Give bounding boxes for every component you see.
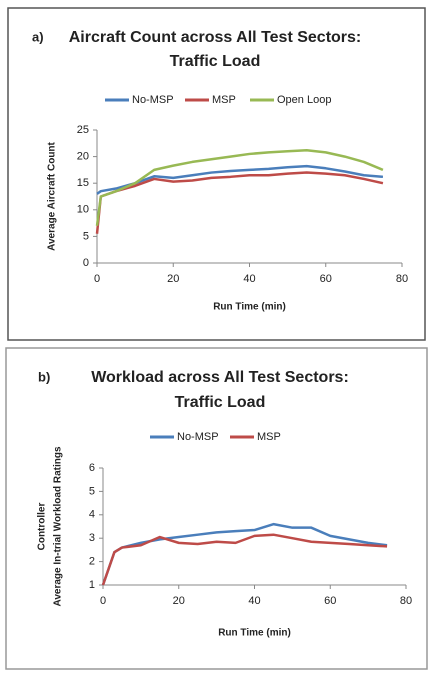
chart-title: Traffic Load <box>170 53 261 70</box>
x-tick-label: 0 <box>94 273 100 285</box>
y-axis-label: Average Aircraft Count <box>47 141 58 250</box>
line-series <box>101 522 388 586</box>
y-tick-label: 1 <box>89 579 95 591</box>
y-tick-label: 5 <box>89 485 95 497</box>
legend-label: MSP <box>257 431 281 443</box>
chart-title: Traffic Load <box>175 394 266 411</box>
legend-label: No-MSP <box>132 94 174 106</box>
y-tick-label: 10 <box>77 204 89 216</box>
panel-frame <box>5 347 428 670</box>
y-tick-label: 20 <box>77 151 89 163</box>
legend-label: Open Loop <box>277 94 331 106</box>
y-axis-label: Controller <box>37 503 48 551</box>
line-series <box>101 533 388 586</box>
x-tick-label: 40 <box>248 595 260 607</box>
x-tick-label: 60 <box>324 595 336 607</box>
x-axis-label: Run Time (min) <box>213 302 286 313</box>
y-axis-label: Average In-trial Workload Ratings <box>53 446 64 606</box>
line-series <box>95 171 384 234</box>
y-tick-label: 0 <box>83 257 89 269</box>
x-tick-label: 80 <box>396 273 408 285</box>
x-tick-label: 60 <box>320 273 332 285</box>
legend-label: No-MSP <box>177 431 219 443</box>
chart-title: Workload across All Test Sectors: <box>91 369 349 386</box>
y-tick-label: 25 <box>77 124 89 136</box>
legend-label: MSP <box>212 94 236 106</box>
x-tick-label: 0 <box>100 595 106 607</box>
x-tick-label: 20 <box>173 595 185 607</box>
panel-label: b) <box>38 369 50 384</box>
x-tick-label: 80 <box>400 595 412 607</box>
y-tick-label: 5 <box>83 230 89 242</box>
panel-label: a) <box>32 29 44 44</box>
chart-title: Aircraft Count across All Test Sectors: <box>69 29 362 46</box>
x-tick-label: 40 <box>243 273 255 285</box>
y-tick-label: 15 <box>77 177 89 189</box>
y-tick-label: 4 <box>89 509 95 521</box>
x-tick-label: 20 <box>167 273 179 285</box>
y-tick-label: 6 <box>89 462 95 474</box>
y-tick-label: 2 <box>89 556 95 568</box>
x-axis-label: Run Time (min) <box>218 628 291 639</box>
y-tick-label: 3 <box>89 532 95 544</box>
line-series <box>95 148 384 226</box>
